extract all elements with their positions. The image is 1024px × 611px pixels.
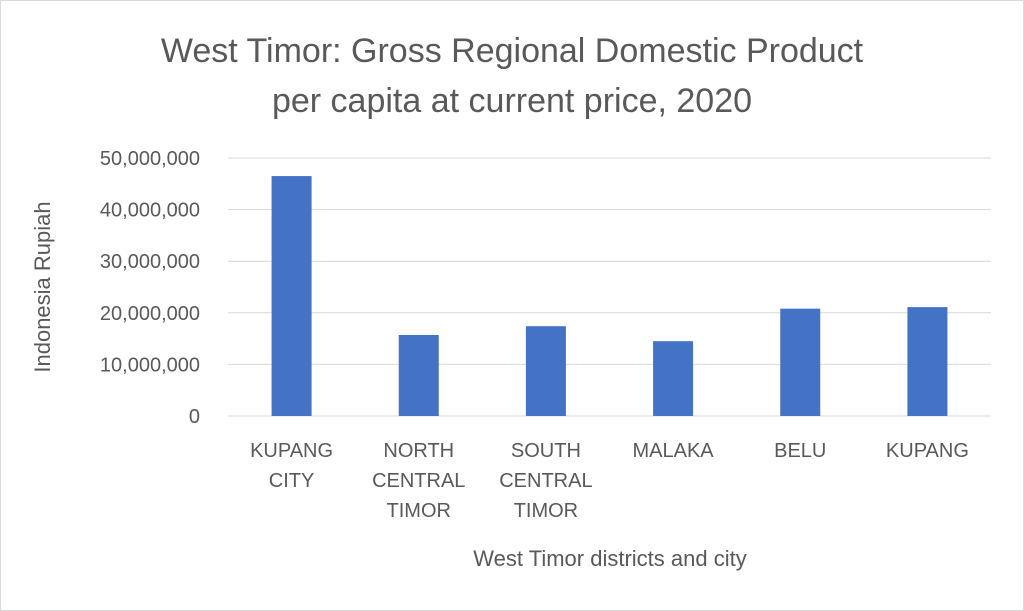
y-tick-label: 40,000,000	[100, 200, 200, 222]
gridlines	[228, 157, 991, 417]
bar	[907, 307, 948, 416]
bar	[271, 176, 312, 416]
y-tick-label: 30,000,000	[100, 251, 200, 273]
y-tick-label: 10,000,000	[100, 354, 200, 376]
x-tick-label: MALAKA	[633, 440, 715, 462]
x-tick-label: NORTH CENTRAL TIMOR	[372, 440, 465, 522]
y-tick-labels: 0 10,000,000 20,000,000 30,000,000 40,000,00…	[100, 148, 200, 428]
y-tick-label: 0	[189, 406, 200, 428]
y-axis-title: Indonesia Rupiah	[30, 201, 55, 372]
x-tick-label: BELU	[774, 440, 826, 462]
x-tick-label: SOUTH CENTRAL TIMOR	[499, 440, 592, 522]
x-tick-label: KUPANG	[886, 440, 969, 462]
x-axis-title: West Timor districts and city	[473, 546, 746, 571]
bar	[653, 341, 694, 416]
bar	[525, 326, 566, 416]
chart-title-line-2: per capita at current price, 2020	[271, 82, 753, 120]
bar	[780, 308, 821, 416]
chart-title-line-1: West Timor: Gross Regional Domestic Prod…	[160, 32, 864, 70]
bar	[398, 334, 439, 416]
y-tick-label: 50,000,000	[100, 148, 200, 170]
x-tick-labels: KUPANG CITY NORTH CENTRAL TIMOR SOUTH CENTRAL T…	[250, 440, 969, 522]
bars	[271, 176, 948, 416]
x-tick-label: KUPANG CITY	[250, 440, 333, 492]
y-tick-label: 20,000,000	[100, 303, 200, 325]
